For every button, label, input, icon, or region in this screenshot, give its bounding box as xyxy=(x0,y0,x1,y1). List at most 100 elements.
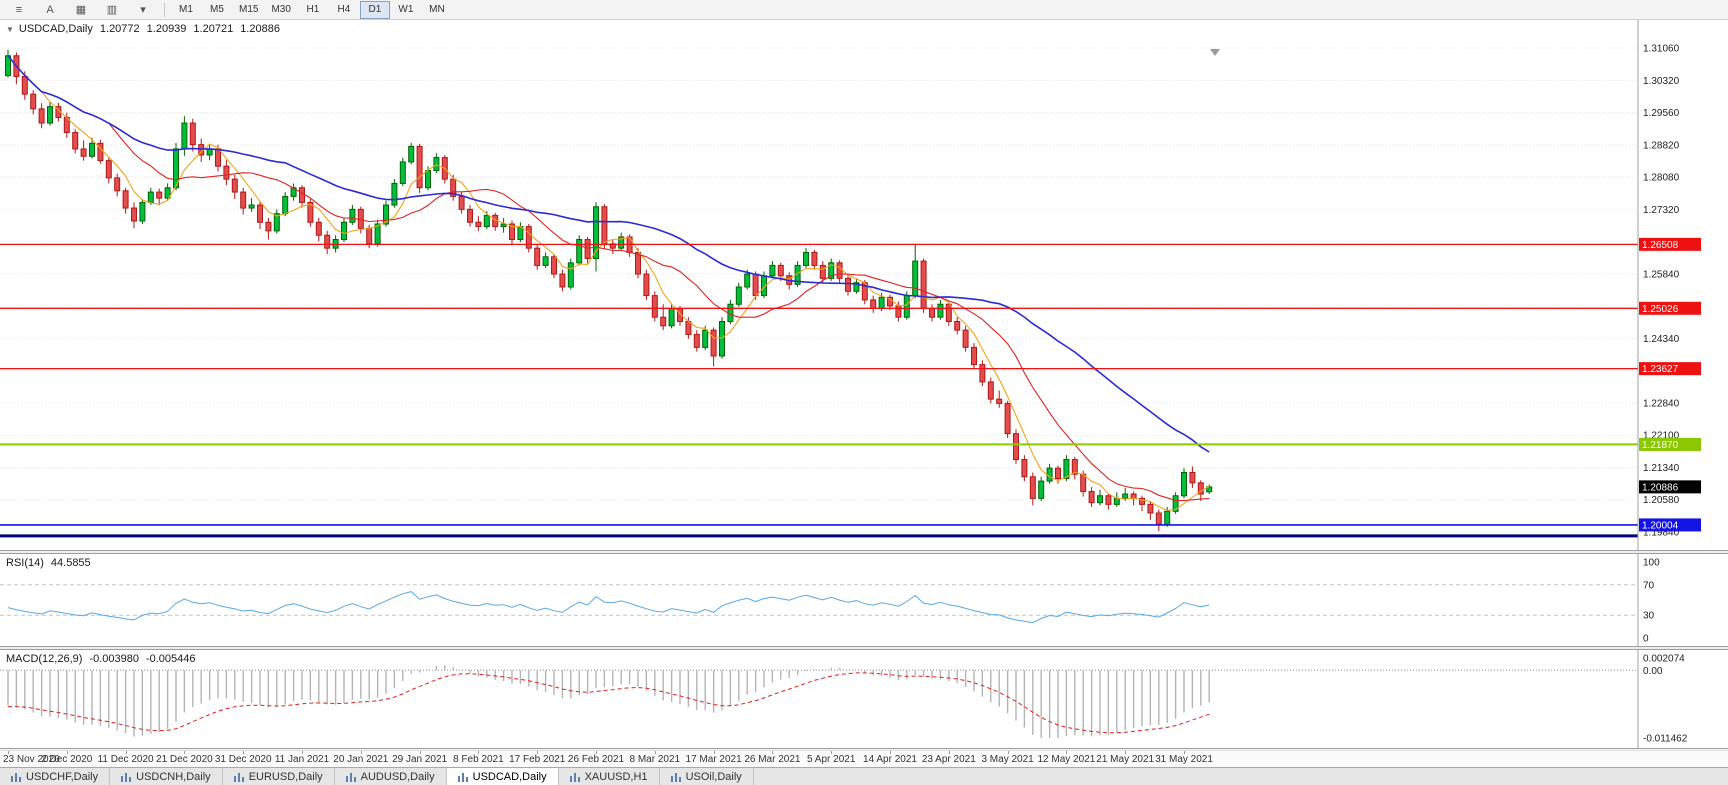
cursor-text-icon[interactable]: A xyxy=(46,3,54,16)
macd-signal-value: -0.005446 xyxy=(145,653,196,665)
svg-text:100: 100 xyxy=(1643,558,1660,569)
chart-tab-bar: USDCHF,Daily USDCNH,Daily EURUSD,Daily AUDU… xyxy=(0,767,1728,785)
svg-text:1.25840: 1.25840 xyxy=(1643,269,1680,280)
timeframe-button-m15[interactable]: M15 xyxy=(239,3,259,15)
svg-text:1.27320: 1.27320 xyxy=(1643,205,1680,216)
chart-tab-label: AUDUSD,Daily xyxy=(360,770,435,783)
price-badge: 1.20004 xyxy=(1639,518,1701,532)
candles-layer xyxy=(5,49,1213,532)
time-axis-tick xyxy=(66,751,68,754)
chart-tab-eurusd-daily[interactable]: EURUSD,Daily xyxy=(222,768,335,785)
svg-text:1.25026: 1.25026 xyxy=(1642,304,1679,315)
rsi-panel: RSI(14) 44.5855 100 70 30 0 xyxy=(0,554,1728,646)
chart-tab-icon xyxy=(569,772,580,782)
date-label: 17 Feb 2021 xyxy=(509,754,566,765)
chart-tab-xauusd-h1[interactable]: XAUUSD,H1 xyxy=(558,768,660,785)
chart-high-value: 1.20939 xyxy=(146,23,187,35)
date-label: 8 Mar 2021 xyxy=(629,754,681,765)
timeframe-button-m5[interactable]: M5 xyxy=(210,3,224,15)
time-axis-tick xyxy=(8,751,9,754)
time-axis-tick xyxy=(831,751,833,754)
chart-type-icon[interactable]: ▥ xyxy=(106,3,118,16)
ma-medium-line xyxy=(7,55,1210,502)
chart-tab-icon xyxy=(121,772,132,782)
chart-title: ▼ USDCAD,Daily 1.20772 1.20939 1.20721 1… xyxy=(6,23,280,35)
timeframe-button-h1[interactable]: H1 xyxy=(306,3,320,15)
svg-text:1.28820: 1.28820 xyxy=(1643,140,1680,151)
dropdown-arrow-icon[interactable]: ▾ xyxy=(140,3,146,16)
time-axis-tick xyxy=(1007,751,1009,754)
date-label: 26 Mar 2021 xyxy=(744,754,801,765)
time-axis-tick xyxy=(1125,751,1127,754)
timeframe-button-h4[interactable]: H4 xyxy=(337,3,351,15)
rsi-canvas[interactable]: 100 70 30 0 xyxy=(0,554,1728,646)
toolbar-separator xyxy=(164,2,165,17)
chart-tab-icon xyxy=(11,772,21,782)
svg-text:1.24340: 1.24340 xyxy=(1643,334,1680,345)
ma-slow-line xyxy=(7,55,1210,453)
time-axis-tick xyxy=(184,751,186,754)
svg-text:1.30320: 1.30320 xyxy=(1643,76,1680,87)
time-axis-tick xyxy=(125,751,127,754)
tile-windows-icon[interactable]: ▦ xyxy=(75,3,87,16)
svg-text:0: 0 xyxy=(1643,634,1649,645)
svg-text:1.20886: 1.20886 xyxy=(1642,482,1679,493)
toolbar: ≡ A ▦ ▥ ▾ M1 M5 M15 M30 H1 H4 D1 W1 MN xyxy=(0,0,1728,20)
chart-tab-usdcad-daily[interactable]: USDCAD,Daily xyxy=(446,768,559,785)
date-label: 21 May 2021 xyxy=(1096,754,1155,765)
price-grid: 1.31060 1.30320 1.29560 1.28820 1.28080 1.273… xyxy=(0,44,1680,539)
panel-separator[interactable] xyxy=(0,550,1728,554)
date-label: 12 May 2021 xyxy=(1037,754,1096,765)
time-axis-tick xyxy=(1184,751,1185,754)
date-label: 31 Dec 2020 xyxy=(214,754,272,765)
time-axis-tick xyxy=(537,751,539,754)
date-label: 29 Jan 2021 xyxy=(392,754,448,765)
chart-tab-label: USOil,Daily xyxy=(685,770,742,783)
price-badge: 1.20886 xyxy=(1639,480,1701,494)
time-axis-tick xyxy=(419,751,421,754)
macd-panel: MACD(12,26,9) -0.003980 -0.005446 0.0020… xyxy=(0,650,1728,748)
collapse-chart-icon[interactable]: ▼ xyxy=(6,24,14,34)
chart-tab-icon xyxy=(233,772,244,782)
date-label: 17 Mar 2021 xyxy=(685,754,742,765)
date-label: 31 May 2021 xyxy=(1155,754,1213,765)
date-label: 23 Apr 2021 xyxy=(921,754,976,765)
chart-tab-icon xyxy=(457,772,468,782)
chart-tab-label: EURUSD,Daily xyxy=(248,770,323,783)
chart-tab-audusd-daily[interactable]: AUDUSD,Daily xyxy=(334,768,447,785)
timeframe-button-mn[interactable]: MN xyxy=(429,3,445,15)
price-badge: 1.25026 xyxy=(1639,301,1701,315)
macd-signal-line xyxy=(8,672,1210,734)
time-axis-tick xyxy=(360,751,362,754)
chart-shift-marker[interactable] xyxy=(1210,49,1220,56)
panel-separator[interactable] xyxy=(0,646,1728,650)
chart-tab-label: USDCHF,Daily xyxy=(26,770,99,783)
macd-value: -0.003980 xyxy=(89,653,139,665)
date-label: 26 Feb 2021 xyxy=(567,754,625,765)
chart-tab-usdcnh-daily[interactable]: USDCNH,Daily xyxy=(110,768,223,785)
timeframe-button-m1[interactable]: M1 xyxy=(179,3,193,15)
time-axis-tick xyxy=(243,751,245,754)
indicators-list-icon[interactable]: ≡ xyxy=(15,3,23,16)
date-label: 11 Jan 2021 xyxy=(274,754,330,765)
timeframe-button-m30[interactable]: M30 xyxy=(271,3,291,15)
timeframe-button-d1[interactable]: D1 xyxy=(359,0,390,19)
time-axis[interactable]: 23 Nov 2020 2 Dec 2020 11 Dec 2020 21 Dec 2… xyxy=(0,750,1728,767)
chart-tab-icon xyxy=(345,772,356,782)
chart-tab-usoil-daily[interactable]: USOil,Daily xyxy=(659,768,754,785)
time-axis-tick xyxy=(713,751,715,754)
svg-text:30: 30 xyxy=(1643,611,1655,622)
rsi-title: RSI(14) 44.5855 xyxy=(6,557,91,569)
chart-tab-icon xyxy=(670,772,681,782)
svg-text:0.002074: 0.002074 xyxy=(1643,654,1685,665)
date-label: 11 Dec 2020 xyxy=(97,754,154,765)
chart-tab-usdchf-daily[interactable]: USDCHF,Daily xyxy=(0,768,111,785)
svg-text:0.00: 0.00 xyxy=(1643,666,1663,677)
timeframe-button-w1[interactable]: W1 xyxy=(398,3,414,15)
svg-text:1.22100: 1.22100 xyxy=(1643,431,1680,442)
chart-tab-label: XAUUSD,H1 xyxy=(584,770,648,783)
time-axis-tick xyxy=(302,751,303,754)
price-chart-canvas[interactable]: 1.31060 1.30320 1.29560 1.28820 1.28080 1.273… xyxy=(0,20,1728,550)
